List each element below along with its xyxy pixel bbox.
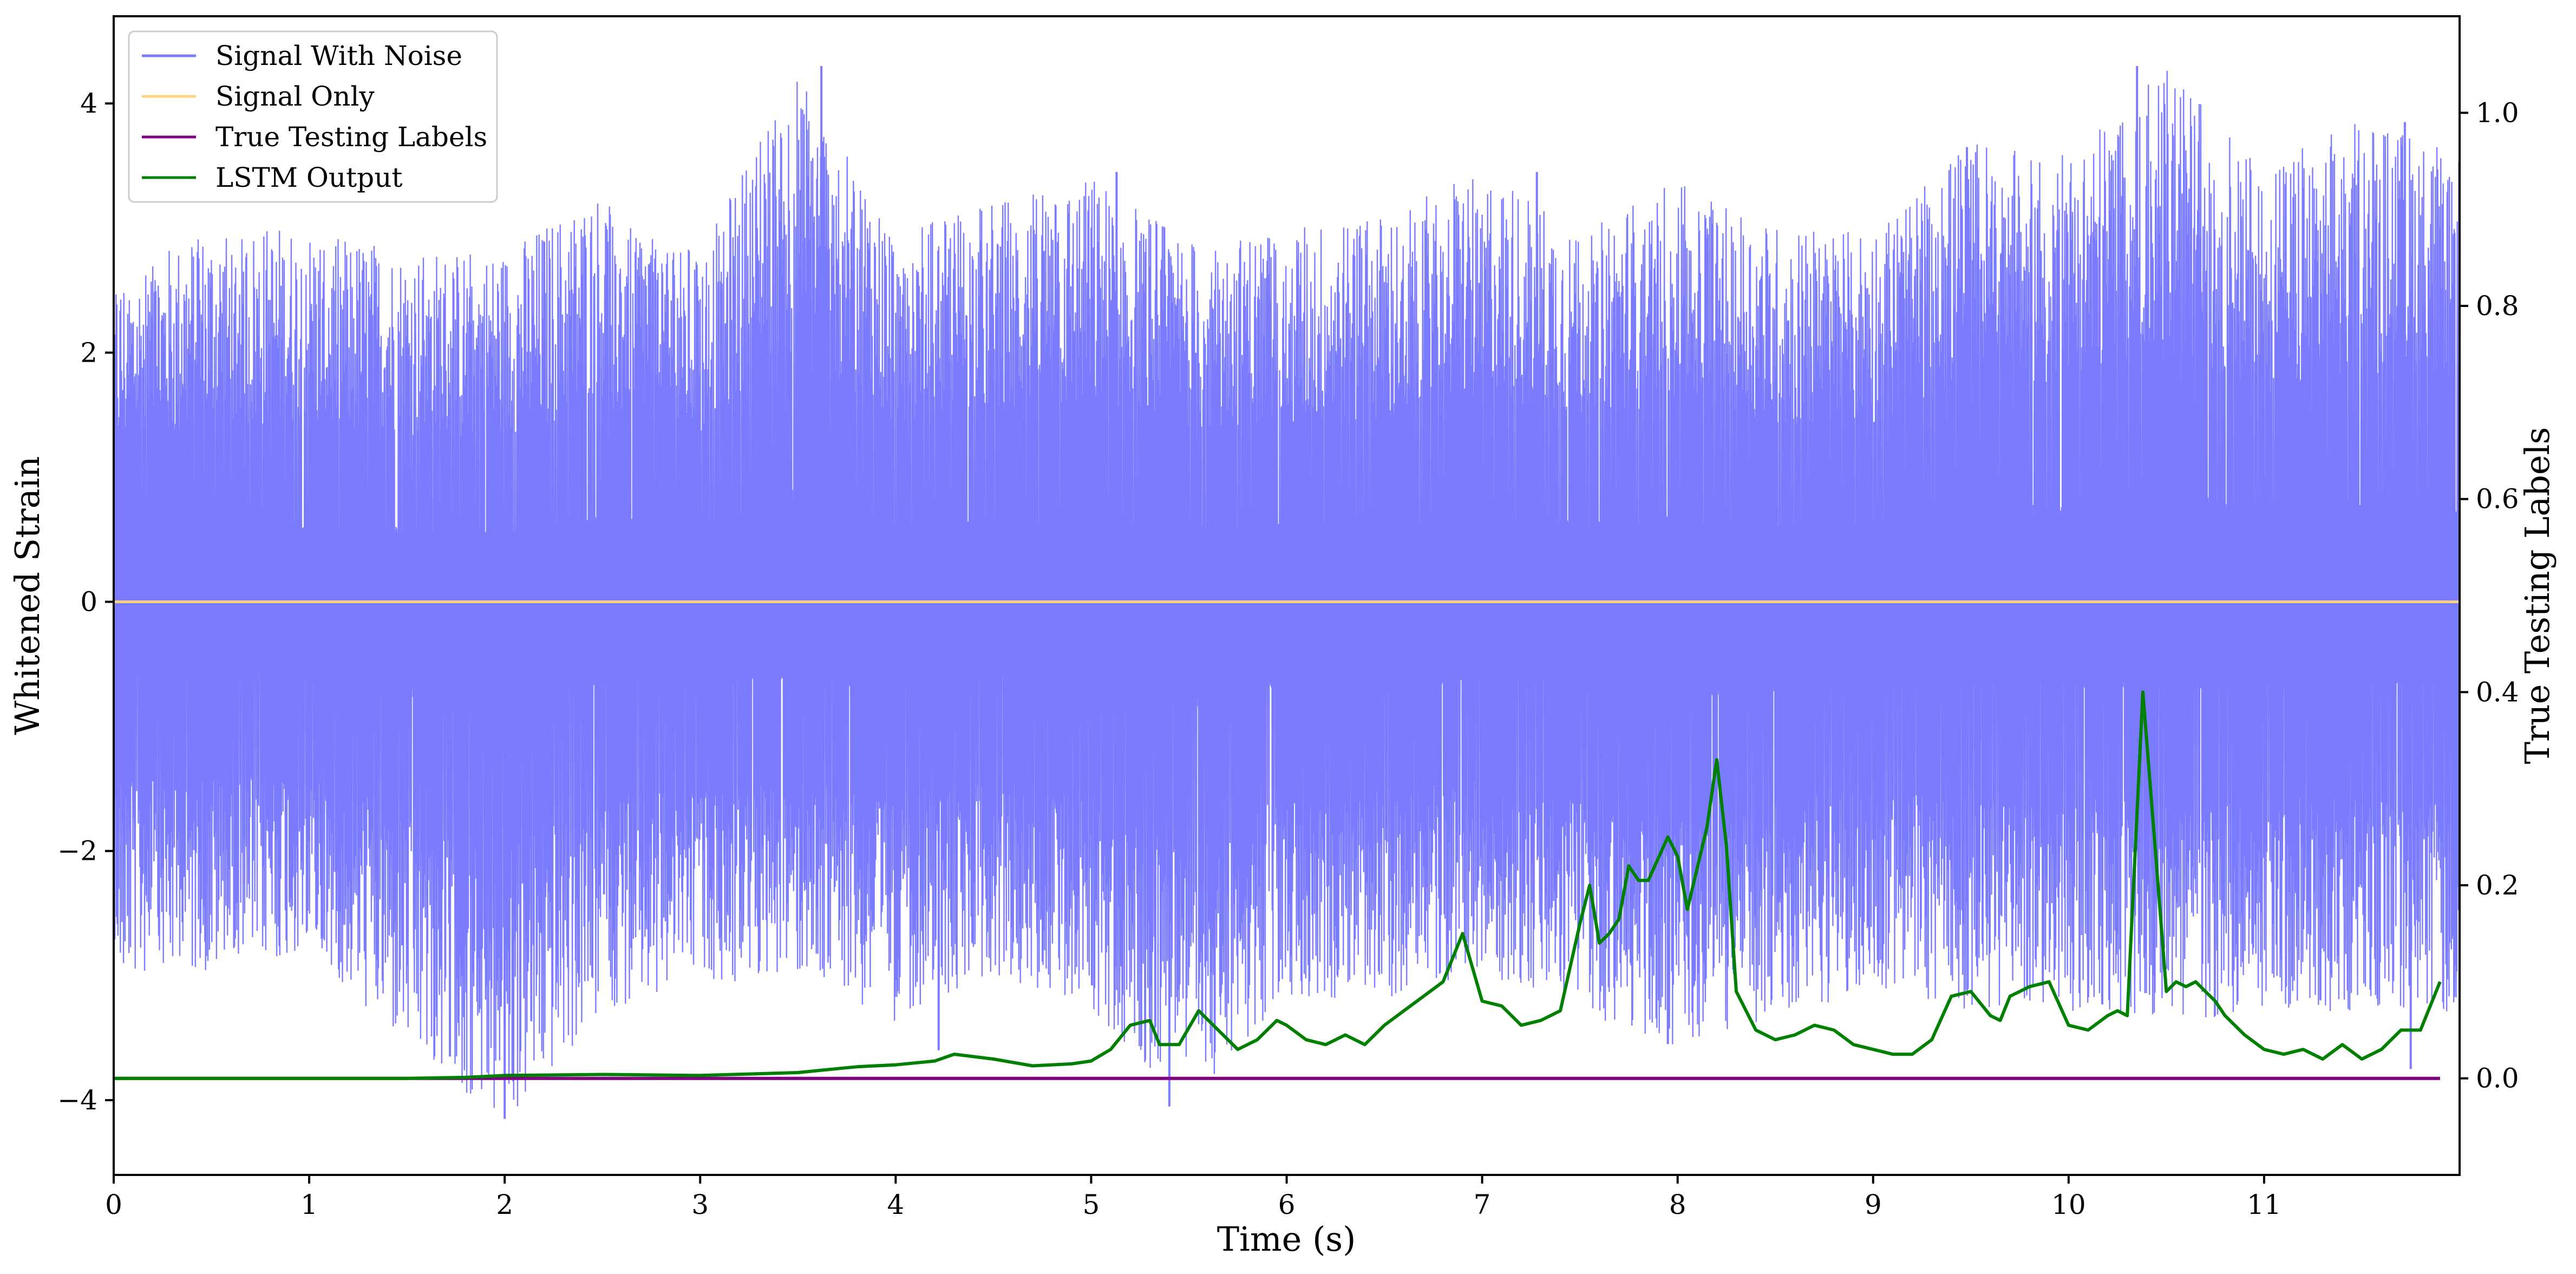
- y-axis-label: Whitened Strain: [8, 456, 47, 735]
- axes-layer: 0 1 2 3 4 5 6 7 8 9 10 11 −4 −2 0 2 4 0.0 0.2 0.4 0.6 0.8 1.0: [57, 88, 2519, 1220]
- x-tick-label: 2: [496, 1189, 513, 1220]
- series-layer: [114, 600, 2460, 1080]
- x-tick-label: 7: [1474, 1189, 1491, 1220]
- x-tick-label: 6: [1278, 1189, 1296, 1220]
- y-axis-label-right: True Testing Labels: [2518, 427, 2557, 765]
- signal-with-noise-series: [113, 66, 2461, 1119]
- x-tick-label: 1: [300, 1189, 318, 1220]
- x-tick-label: 10: [2051, 1189, 2086, 1220]
- y-right-tick-label: 0.6: [2476, 484, 2519, 515]
- x-tick-label: 5: [1083, 1189, 1100, 1220]
- legend: Signal With Noise Signal Only True Testi…: [128, 30, 498, 203]
- x-tick-label: 4: [887, 1189, 904, 1220]
- x-axis-label: Time (s): [1217, 1219, 1356, 1259]
- x-tick-label: 3: [691, 1189, 709, 1220]
- x-tick-label: 9: [1865, 1189, 1882, 1220]
- y-tick-label: 2: [80, 337, 97, 368]
- y-right-tick-label: 0.8: [2476, 290, 2519, 322]
- y-tick-label: 0: [80, 586, 97, 618]
- y-right-tick-label: 0.0: [2476, 1063, 2519, 1094]
- y-tick-label: −4: [57, 1084, 97, 1116]
- signal-with-noise-line: [113, 70, 2461, 1108]
- x-tick-label: 11: [2247, 1189, 2281, 1220]
- x-tick-label: 8: [1669, 1189, 1686, 1220]
- x-tick-label: 0: [105, 1189, 122, 1220]
- y-right-tick-label: 1.0: [2476, 97, 2519, 128]
- lstm-output-line: [114, 690, 2442, 1080]
- legend-label-signal-only: Signal Only: [215, 81, 375, 112]
- y-tick-label: −2: [57, 835, 97, 867]
- y-tick-label: 4: [80, 88, 97, 119]
- legend-label-lstm-output: LSTM Output: [215, 162, 402, 193]
- legend-label-signal-with-noise: Signal With Noise: [215, 40, 462, 71]
- y-right-tick-label: 0.2: [2476, 870, 2519, 901]
- y-right-tick-label: 0.4: [2476, 676, 2519, 708]
- legend-label-true-testing-labels: True Testing Labels: [215, 121, 487, 153]
- legend-frame: [128, 30, 498, 203]
